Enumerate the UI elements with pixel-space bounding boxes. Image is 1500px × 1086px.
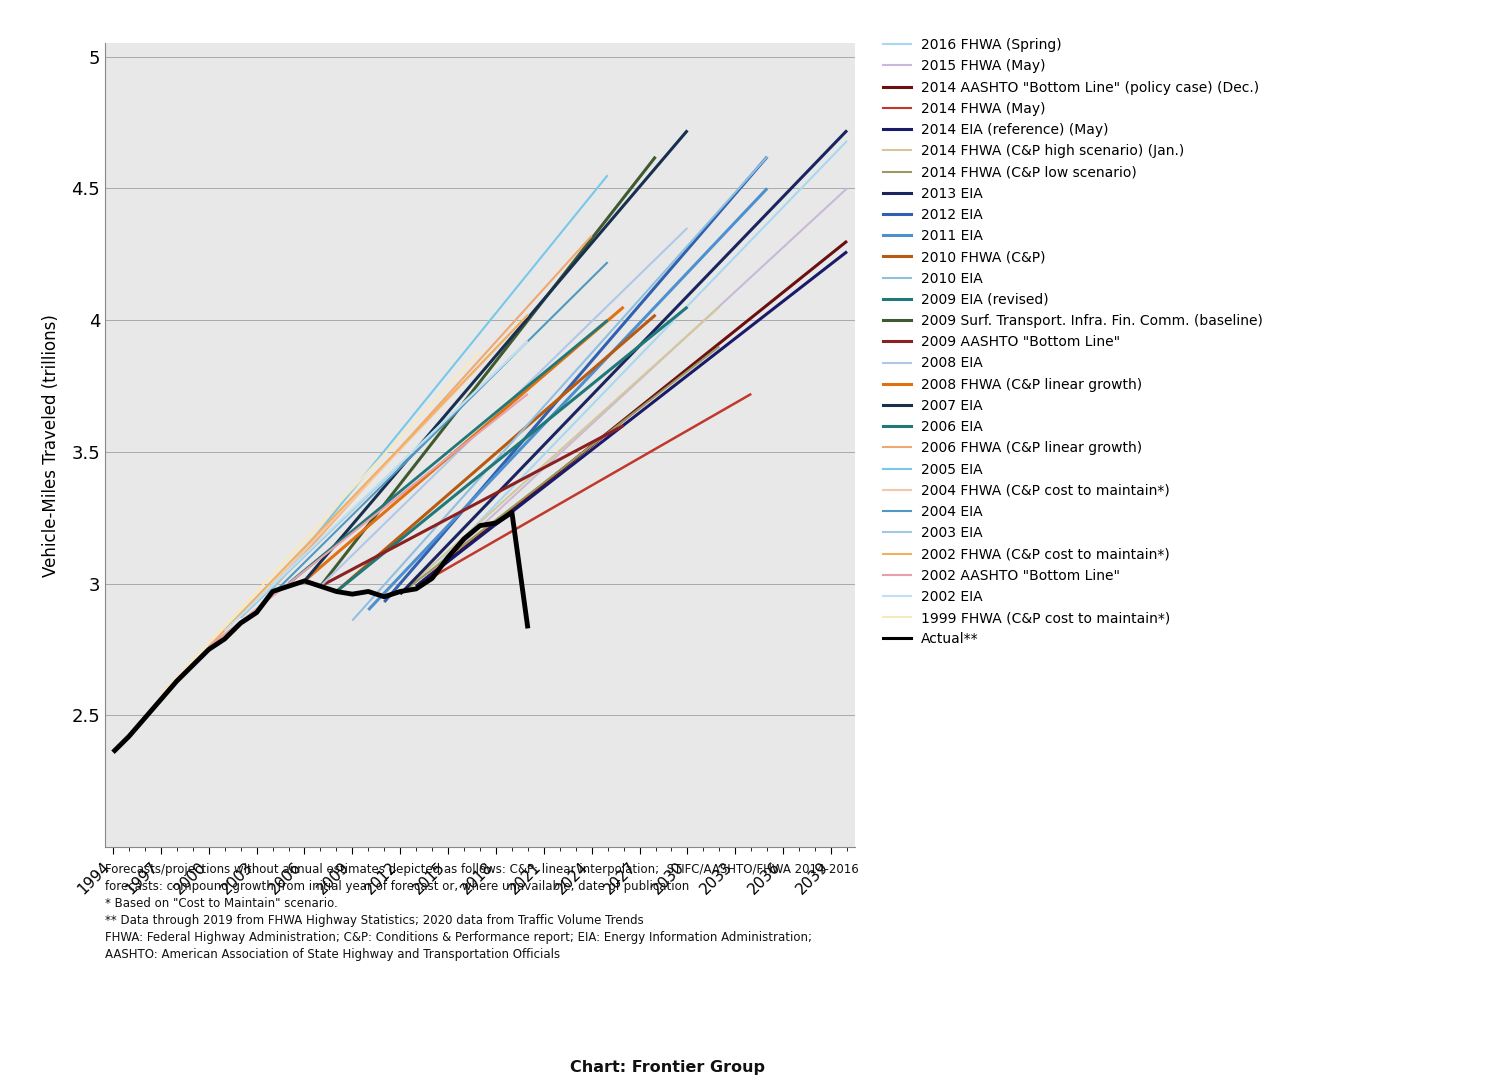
Text: Chart: Frontier Group: Chart: Frontier Group [570, 1060, 765, 1075]
Text: Forecasts/projections without annual estimates depicted as follows: C&P: linear : Forecasts/projections without annual est… [105, 863, 858, 961]
Legend: 2016 FHWA (Spring), 2015 FHWA (May), 2014 AASHTO "Bottom Line" (policy case) (De: 2016 FHWA (Spring), 2015 FHWA (May), 201… [878, 33, 1268, 652]
Y-axis label: Vehicle-Miles Traveled (trillions): Vehicle-Miles Traveled (trillions) [42, 314, 60, 577]
